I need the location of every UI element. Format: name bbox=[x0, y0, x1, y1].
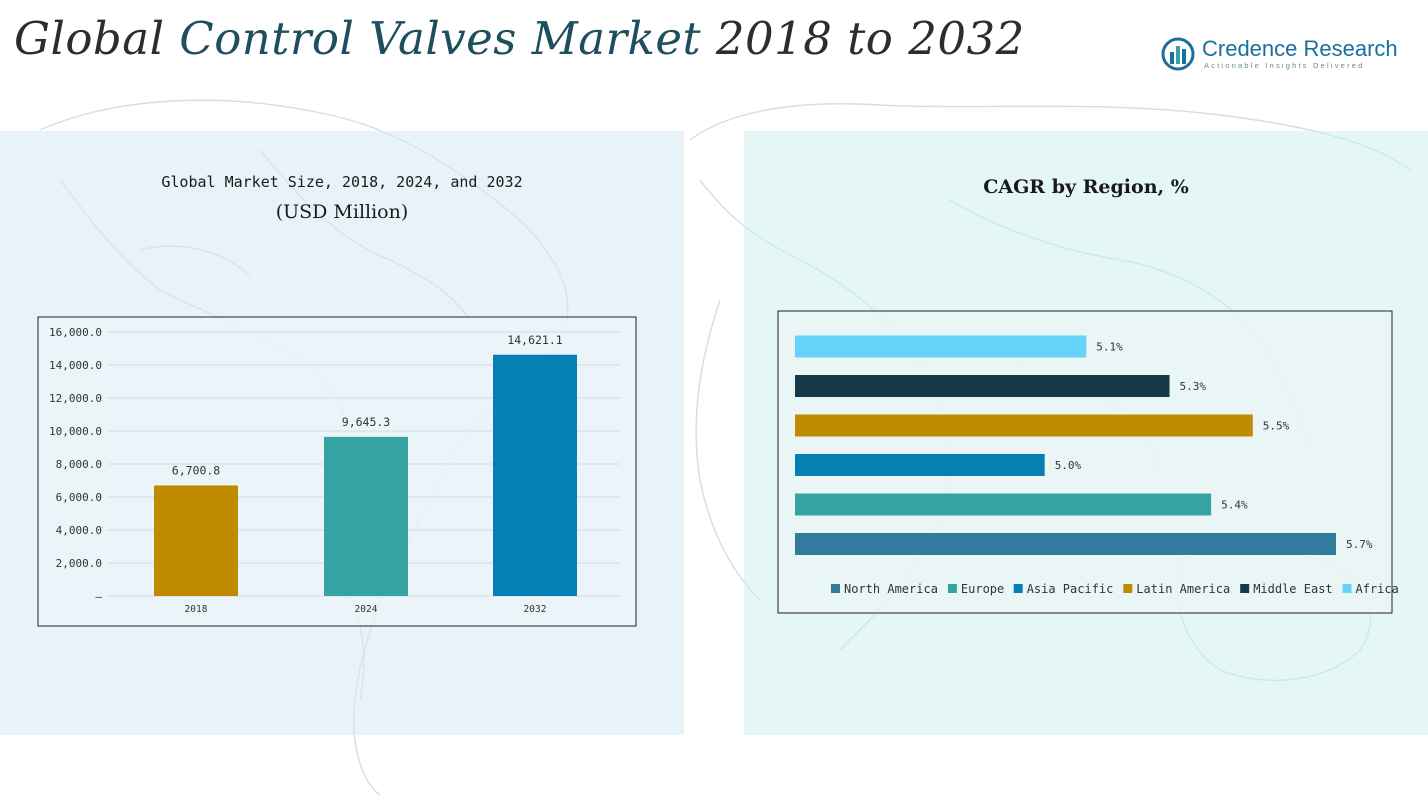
legend-label: Africa bbox=[1356, 582, 1399, 596]
bar-value-label: 5.5% bbox=[1263, 420, 1290, 433]
y-tick-label: 4,000.0 bbox=[56, 524, 102, 537]
title-part-2: Control Valves Market bbox=[179, 12, 702, 65]
y-tick-label: 12,000.0 bbox=[49, 392, 102, 405]
y-tick-label: 14,000.0 bbox=[49, 359, 102, 372]
x-tick-label: 2032 bbox=[524, 604, 547, 615]
bar bbox=[795, 335, 1087, 358]
bar bbox=[795, 533, 1336, 555]
legend-label: Latin America bbox=[1136, 582, 1230, 596]
legend-swatch bbox=[947, 584, 957, 593]
y-tick-label: – bbox=[95, 590, 102, 603]
y-tick-label: 2,000.0 bbox=[56, 557, 102, 570]
y-tick-label: 8,000.0 bbox=[56, 458, 102, 471]
legend-swatch bbox=[1013, 584, 1023, 593]
logo-tagline: Actionable Insights Delivered bbox=[1204, 61, 1365, 70]
bar bbox=[795, 375, 1170, 397]
market-size-panel: Global Market Size, 2018, 2024, and 2032… bbox=[0, 131, 684, 735]
bar-value-label: 5.7% bbox=[1346, 538, 1373, 551]
y-tick-label: 6,000.0 bbox=[56, 491, 102, 504]
bar bbox=[795, 414, 1253, 437]
x-tick-label: 2024 bbox=[355, 604, 378, 615]
bar bbox=[795, 493, 1212, 516]
title-part-1: Global bbox=[14, 12, 180, 65]
bar bbox=[795, 454, 1045, 476]
bar bbox=[493, 354, 577, 596]
bar-value-label: 9,645.3 bbox=[342, 415, 391, 429]
page-title: Global Control Valves Market 2018 to 203… bbox=[14, 12, 1025, 65]
title-part-3: 2018 to 2032 bbox=[701, 12, 1025, 65]
bar-value-label: 5.1% bbox=[1096, 341, 1123, 354]
legend-label: Europe bbox=[961, 582, 1004, 596]
market-size-chart-title: Global Market Size, 2018, 2024, and 2032 bbox=[161, 173, 523, 191]
y-tick-label: 10,000.0 bbox=[49, 425, 102, 438]
legend-swatch bbox=[1123, 584, 1133, 593]
market-size-chart-subtitle: (USD Million) bbox=[275, 201, 409, 223]
legend-swatch bbox=[831, 584, 840, 593]
cagr-bar-chart: 5.7% 5.4% 5.0% 5.5% 5.3% 5.1% North America Eur… bbox=[777, 310, 1399, 614]
cagr-panel: CAGR by Region, % 5.7% 5.4% 5.0% 5.5% 5.3% 5.… bbox=[744, 131, 1428, 735]
legend-swatch bbox=[1240, 584, 1250, 593]
bar-value-label: 5.4% bbox=[1221, 499, 1248, 512]
cagr-chart-title: CAGR by Region, % bbox=[983, 176, 1189, 198]
credence-logo-icon bbox=[1161, 37, 1195, 71]
company-logo: Credence Research Actionable Insights De… bbox=[1160, 34, 1400, 74]
bar-value-label: 14,621.1 bbox=[507, 333, 562, 347]
y-tick-label: 16,000.0 bbox=[49, 326, 102, 339]
logo-name: Credence Research bbox=[1202, 36, 1398, 61]
bar-value-label: 5.3% bbox=[1180, 380, 1207, 393]
legend-label: North America bbox=[844, 582, 938, 596]
bar bbox=[324, 436, 408, 596]
bar bbox=[154, 485, 238, 596]
bar-value-label: 5.0% bbox=[1055, 459, 1082, 472]
legend-label: Middle East bbox=[1253, 582, 1332, 596]
bar-value-label: 6,700.8 bbox=[172, 463, 221, 477]
x-tick-label: 2018 bbox=[185, 604, 208, 615]
legend-label: Asia Pacific bbox=[1027, 582, 1114, 596]
market-size-bar-chart: – 2,000.0 4,000.0 6,000.0 8,000.0 10,000.0 12,… bbox=[37, 316, 637, 627]
legend-swatch bbox=[1342, 584, 1352, 593]
